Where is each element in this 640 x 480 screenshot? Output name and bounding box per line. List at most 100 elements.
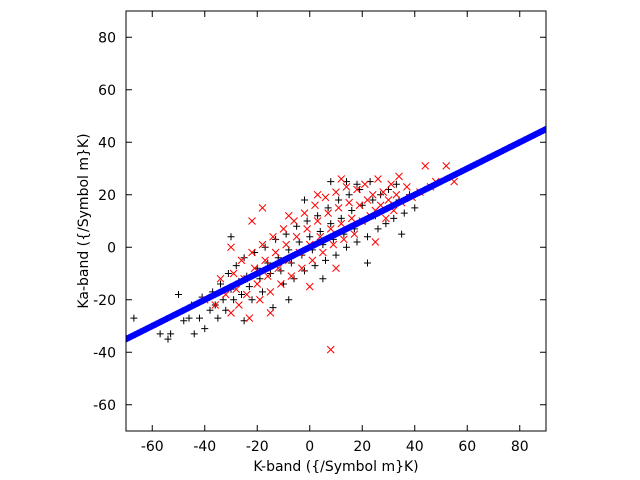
cross-point [287, 272, 296, 280]
plus-point [343, 243, 350, 251]
cross-point [269, 232, 277, 241]
cross-point [340, 235, 348, 244]
ticks-layer: -60 -40 -20 0 20 40 60 80 -60 -40 -20 0 20 40 60 80 [93, 11, 546, 455]
x-tick-label: -40 [193, 439, 216, 455]
cross-point [321, 193, 330, 202]
plus-point [214, 314, 222, 322]
plus-point [332, 251, 340, 259]
plus-point [285, 296, 293, 304]
x-tick-label: -60 [141, 439, 164, 455]
x-tick-label: -20 [246, 439, 269, 455]
plus-point [303, 217, 311, 225]
cross-point [263, 272, 272, 280]
cross-point [313, 217, 322, 225]
cross-point [332, 264, 340, 273]
cross-point [355, 201, 364, 210]
cross-point [329, 240, 338, 249]
plus-point [390, 214, 398, 222]
cross-point [337, 219, 346, 228]
cross-point [421, 162, 430, 170]
y-tick-label: -20 [93, 293, 116, 309]
y-tick-label: 20 [98, 188, 116, 204]
x-tick-label: 40 [406, 439, 424, 455]
plus-point [316, 228, 324, 235]
cross-point [353, 185, 361, 194]
cross-point [337, 175, 346, 183]
y-tick-label: 0 [107, 240, 116, 256]
fit-point [542, 125, 546, 133]
plot-frame [125, 10, 547, 432]
plus-point [314, 212, 322, 220]
cross-point [279, 225, 288, 233]
cross-point [237, 256, 246, 265]
plus-point [364, 233, 371, 241]
plus-point [156, 330, 164, 338]
cross-point [371, 238, 380, 246]
plus-point [382, 220, 390, 228]
cross-point [384, 196, 393, 204]
cross-point [300, 209, 309, 217]
plus-point [245, 283, 253, 291]
plus-point [337, 214, 345, 222]
plus-point [392, 180, 400, 188]
plus-point [335, 196, 343, 204]
cross-point [248, 248, 256, 257]
cross-point [324, 209, 332, 217]
cross-point [271, 248, 280, 257]
plus-point [130, 314, 138, 322]
cross-point [326, 345, 335, 354]
cross-point [253, 280, 262, 288]
cross-point [303, 225, 311, 233]
x-tick-label: 60 [458, 439, 476, 455]
cross-point [326, 225, 335, 233]
cross-point [258, 240, 267, 249]
plus-point [224, 270, 232, 277]
cross-point [261, 256, 269, 265]
plus-point [190, 330, 198, 338]
cross-point [379, 188, 388, 196]
cross-point [229, 269, 238, 278]
x-tick-label: 0 [305, 439, 314, 455]
plus-point [248, 296, 256, 304]
plus-point [369, 196, 377, 204]
cross-point [282, 240, 290, 249]
cross-point [211, 301, 220, 309]
series-dot [126, 125, 546, 343]
plus-point [164, 335, 172, 343]
plus-point [324, 204, 332, 212]
cross-point [216, 274, 225, 283]
cross-point [245, 314, 254, 322]
cross-point [342, 183, 351, 191]
cross-point [266, 288, 275, 296]
plus-point [238, 291, 245, 298]
cross-point [311, 201, 319, 210]
y-tick-label: 80 [98, 30, 116, 46]
cross-point [277, 280, 285, 288]
cross-point [256, 295, 264, 304]
plus-point [327, 220, 335, 228]
x-tick-label: 20 [353, 439, 371, 455]
cross-point [350, 230, 359, 238]
cross-point [442, 162, 451, 170]
y-tick-label: -60 [93, 398, 116, 414]
cross-point [319, 248, 327, 257]
x-tick-label: 80 [511, 439, 529, 455]
y-axis-label: Ka-band ({/Symbol m}K) [76, 133, 92, 308]
plus-point [185, 314, 193, 322]
cross-point [227, 243, 235, 252]
y-tick-label: 60 [98, 83, 116, 99]
plus-point [398, 230, 406, 238]
plus-point [180, 317, 188, 325]
series-layer [126, 125, 546, 354]
cross-point [387, 180, 395, 189]
plus-point [301, 196, 308, 204]
plus-point [400, 209, 408, 217]
cross-point [242, 290, 251, 299]
cross-point [227, 309, 235, 317]
plus-point [322, 256, 329, 264]
cross-point [248, 217, 256, 225]
plus-point [232, 262, 240, 270]
plus-point [348, 207, 356, 214]
cross-point [392, 190, 401, 199]
cross-point [345, 198, 353, 207]
